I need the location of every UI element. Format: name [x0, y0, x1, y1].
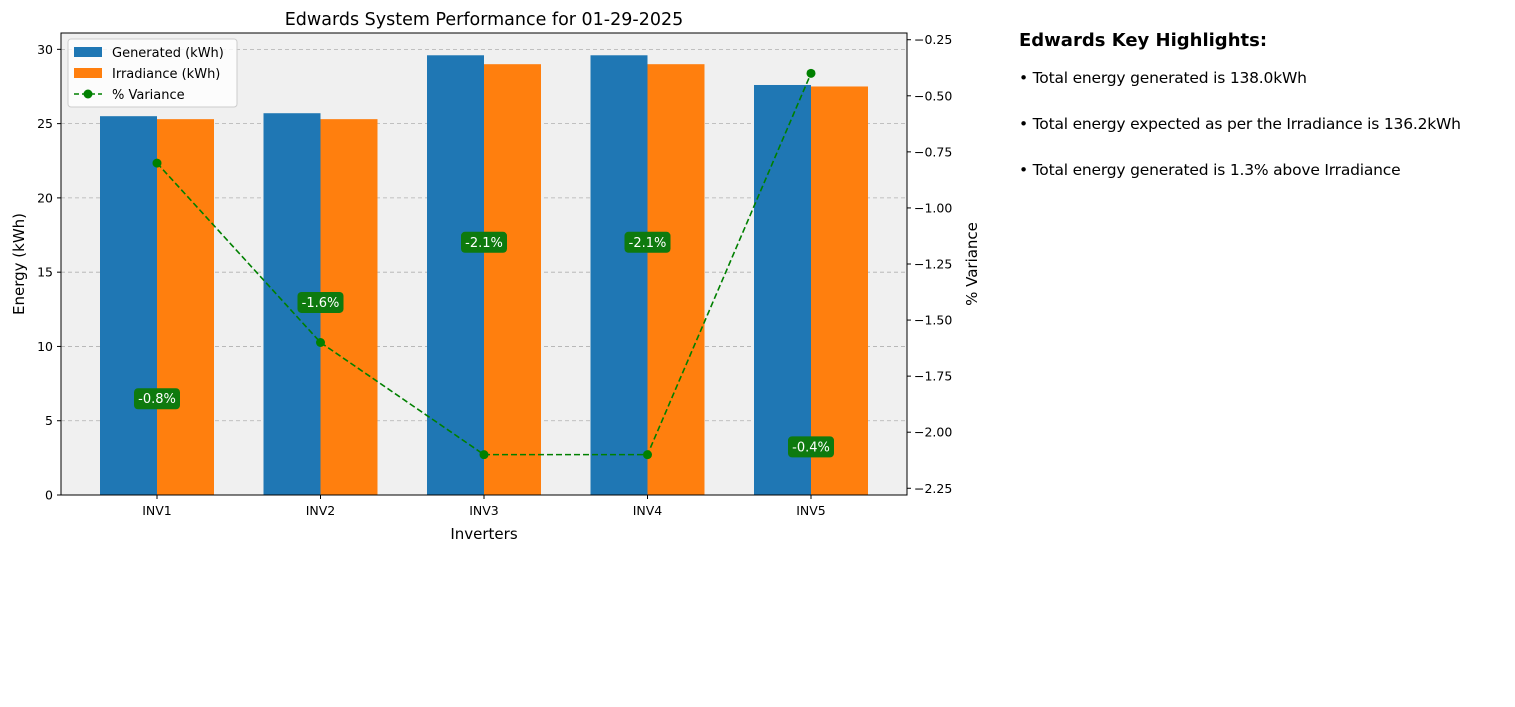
- variance-point: [316, 337, 325, 347]
- bar-irradiance: [157, 119, 214, 496]
- variance-point: [643, 450, 652, 460]
- x-axis-label: Inverters: [450, 525, 517, 543]
- x-tick-label: INV4: [633, 503, 663, 518]
- performance-chart: 0 5 10 15 20 25 30 −2.25 −2.00 −1.75 −1.50 −1.25 −1…: [10, 10, 981, 543]
- legend-label-generated: Generated (kWh): [112, 46, 224, 61]
- highlights-title: Edwards Key Highlights:: [1019, 30, 1268, 51]
- variance-label-text: -0.8%: [138, 392, 176, 407]
- y-tick-label: 20: [37, 190, 53, 205]
- variance-label-box: [788, 436, 834, 458]
- y-tick-label: 0: [45, 488, 53, 503]
- highlight-variance-summary: • Total energy generated is 1.3% above I…: [1019, 161, 1401, 179]
- y2-tick-label: −2.25: [914, 481, 952, 496]
- highlight-total-expected: • Total energy expected as per the Irrad…: [1019, 115, 1461, 133]
- legend-swatch-irradiance: [74, 68, 102, 78]
- x-tick-label: INV5: [796, 503, 826, 518]
- y2-tick-label: −1.50: [914, 313, 952, 328]
- variance-label-text: -0.4%: [792, 440, 830, 455]
- variance-label-box: [624, 231, 671, 253]
- y-tick-label: 30: [37, 42, 53, 57]
- bar-generated: [590, 55, 648, 495]
- legend-swatch-generated: [74, 47, 102, 57]
- bar-irradiance: [647, 64, 705, 496]
- x-tick-label: INV3: [469, 503, 499, 518]
- x-axis-ticks: INV1 INV2 INV3 INV4 INV5: [142, 495, 826, 518]
- y-tick-label: 25: [37, 116, 53, 131]
- variance-data-labels: -0.8% -1.6% -2.1% -2.1% -0.4%: [134, 231, 834, 458]
- y2-tick-label: −1.00: [914, 200, 952, 215]
- highlights-panel: Edwards Key Highlights: • Total energy g…: [1019, 30, 1511, 207]
- y2-tick-label: −0.75: [914, 144, 952, 159]
- y-tick-label: 5: [45, 413, 53, 428]
- variance-label-box: [134, 388, 180, 410]
- bar-generated: [100, 116, 157, 496]
- variance-line-path: [156, 73, 812, 456]
- y-axis-label: Energy (kWh): [10, 213, 28, 315]
- bar-irradiance: [811, 86, 868, 496]
- variance-label-box: [297, 291, 344, 313]
- y2-axis-label: % Variance: [963, 222, 981, 306]
- legend-box: [67, 38, 238, 108]
- variance-label-text: -1.6%: [302, 296, 340, 311]
- variance-label-text: -2.1%: [465, 236, 503, 251]
- bar-generated: [754, 84, 811, 496]
- y-tick-label: 15: [37, 265, 53, 280]
- variance-label-box: [461, 231, 507, 253]
- bar-irradiance: [484, 64, 541, 496]
- y2-tick-label: −1.25: [914, 257, 952, 272]
- bar-generated: [427, 55, 484, 495]
- bars: [100, 55, 868, 496]
- y-tick-label: 10: [37, 339, 53, 354]
- legend-label-irradiance: Irradiance (kWh): [112, 67, 220, 82]
- x-tick-label: INV2: [306, 503, 336, 518]
- highlight-total-generated: • Total energy generated is 138.0kWh: [1019, 69, 1307, 87]
- variance-label-text: -2.1%: [629, 236, 667, 251]
- y2-tick-label: −0.25: [914, 32, 952, 47]
- right-axis-ticks: −2.25 −2.00 −1.75 −1.50 −1.25 −1.00 −0.75 −0.50…: [907, 32, 952, 496]
- variance-point: [806, 68, 816, 78]
- y2-tick-label: −2.00: [914, 425, 952, 440]
- legend-label-variance: % Variance: [112, 88, 185, 103]
- x-tick-label: INV1: [142, 503, 172, 518]
- variance-point: [152, 158, 162, 168]
- chart-title: Edwards System Performance for 01-29-202…: [285, 10, 683, 30]
- legend: Generated (kWh) Irradiance (kWh) % Varia…: [67, 38, 238, 108]
- variance-point: [479, 450, 489, 460]
- legend-swatch-variance-marker: [83, 89, 93, 99]
- y2-tick-label: −0.50: [914, 88, 952, 103]
- y2-tick-label: −1.75: [914, 369, 952, 384]
- variance-line: [152, 68, 816, 460]
- left-axis-ticks: 0 5 10 15 20 25 30: [37, 42, 61, 503]
